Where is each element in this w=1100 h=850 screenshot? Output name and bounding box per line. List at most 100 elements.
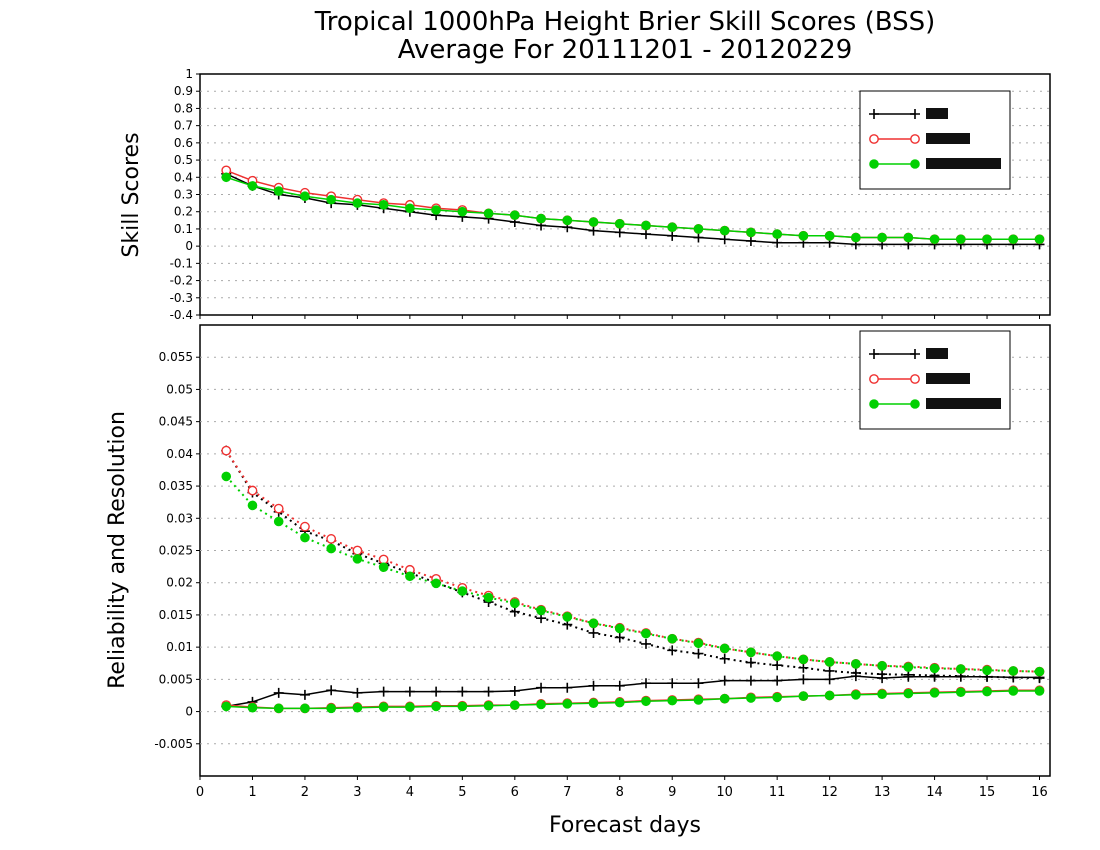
legend-marker [910, 109, 920, 119]
data-point [851, 690, 861, 700]
y-tick-label: 0.055 [159, 350, 193, 364]
bottom-y-axis-label: Reliability and Resolution [105, 411, 130, 689]
y-tick-label: 0.5 [174, 153, 193, 167]
data-point [247, 702, 258, 713]
data-point [588, 627, 599, 638]
data-point [956, 234, 966, 245]
data-point [929, 234, 940, 245]
legend-marker [869, 374, 879, 384]
data-point [824, 657, 835, 667]
x-tick-label: 1 [248, 785, 256, 800]
data-point [772, 692, 782, 703]
data-point [300, 532, 310, 543]
data-point [745, 235, 756, 246]
data-point [483, 208, 494, 219]
x-tick-label: 14 [926, 785, 943, 800]
data-point [1008, 234, 1019, 245]
legend-marker [869, 134, 879, 144]
data-point [457, 701, 468, 712]
data-point [405, 203, 415, 214]
data-point [378, 702, 389, 712]
data-point [536, 699, 546, 710]
data-point [667, 695, 678, 706]
data-point [1008, 666, 1019, 676]
data-point [1008, 686, 1019, 696]
data-point [614, 623, 625, 634]
x-tick-label: 7 [563, 785, 571, 800]
y-tick-label: -0.2 [170, 274, 193, 288]
y-tick-label: 0.9 [174, 84, 193, 98]
y-tick-label: -0.1 [170, 256, 193, 270]
series-line [225, 450, 1040, 673]
data-point [798, 691, 809, 701]
y-tick-label: -0.4 [170, 308, 193, 322]
x-axis-label: Forecast days [549, 813, 701, 838]
data-point [640, 678, 651, 689]
data-point [510, 598, 520, 609]
data-point [431, 205, 441, 215]
data-point [1034, 234, 1045, 245]
legend-entry-glyph [926, 373, 970, 384]
x-tick-label: 5 [458, 785, 466, 800]
data-point [509, 606, 520, 617]
y-tick-label: 0.015 [159, 608, 193, 622]
data-point [562, 699, 573, 709]
series-line [225, 450, 1040, 680]
data-point [483, 592, 494, 603]
data-point [378, 200, 389, 210]
skill-scores-panel: 1 0.9 0.8 0.7 0.6 0.5 0.4 0.3 0.2 0.1 0 -0.1 -0.2 -0.… [170, 67, 1051, 322]
legend-marker [869, 399, 879, 409]
data-point [641, 628, 651, 639]
data-point [431, 686, 442, 697]
y-tick-label: 0.025 [159, 544, 193, 558]
data-point [956, 664, 966, 674]
data-point [614, 632, 625, 643]
y-tick-label: 0.005 [159, 672, 193, 686]
data-point [221, 445, 232, 456]
reliability-resolution-panel: 0.055 0.05 0.045 0.04 0.035 0.03 0.025 0.02 0.01… [154, 324, 1051, 800]
data-point [273, 516, 284, 527]
data-point [746, 647, 756, 658]
y-tick-label: -0.3 [170, 291, 193, 305]
data-point [352, 702, 363, 713]
data-point [588, 618, 599, 629]
data-point [404, 686, 415, 697]
legend-entry-glyph [926, 398, 1001, 409]
data-point [299, 689, 310, 700]
data-point [667, 645, 678, 656]
legend-entry-glyph [926, 348, 948, 359]
data-point [719, 693, 730, 704]
data-point [667, 633, 678, 644]
y-tick-label: 0.7 [174, 119, 193, 133]
x-tick-label: 11 [769, 785, 786, 800]
data-point [851, 659, 861, 669]
data-point [746, 227, 756, 238]
data-point [982, 234, 992, 245]
data-point [405, 702, 415, 712]
y-tick-label: 0.02 [166, 576, 193, 590]
x-tick-label: 2 [301, 785, 309, 800]
data-point [221, 172, 232, 183]
data-point [851, 232, 861, 243]
legend-marker [910, 349, 920, 359]
legend-marker [869, 159, 879, 169]
data-point [588, 680, 599, 691]
x-tick-label: 4 [406, 785, 414, 800]
data-point [719, 653, 730, 664]
data-point [798, 662, 809, 673]
legend-marker [910, 374, 920, 384]
legend-marker [869, 349, 879, 359]
x-tick-label: 10 [716, 785, 733, 800]
y-tick-label: 0.2 [174, 205, 193, 219]
data-point [929, 688, 940, 698]
data-point [431, 701, 441, 712]
data-point [273, 186, 284, 196]
y-tick-label: 0.3 [174, 188, 193, 202]
data-point [641, 220, 651, 231]
x-tick-label: 13 [874, 785, 891, 800]
y-tick-label: 0.6 [174, 136, 193, 150]
data-point [588, 698, 599, 708]
data-point [956, 687, 966, 698]
legend-entry-glyph [926, 133, 970, 144]
data-point [693, 678, 704, 689]
